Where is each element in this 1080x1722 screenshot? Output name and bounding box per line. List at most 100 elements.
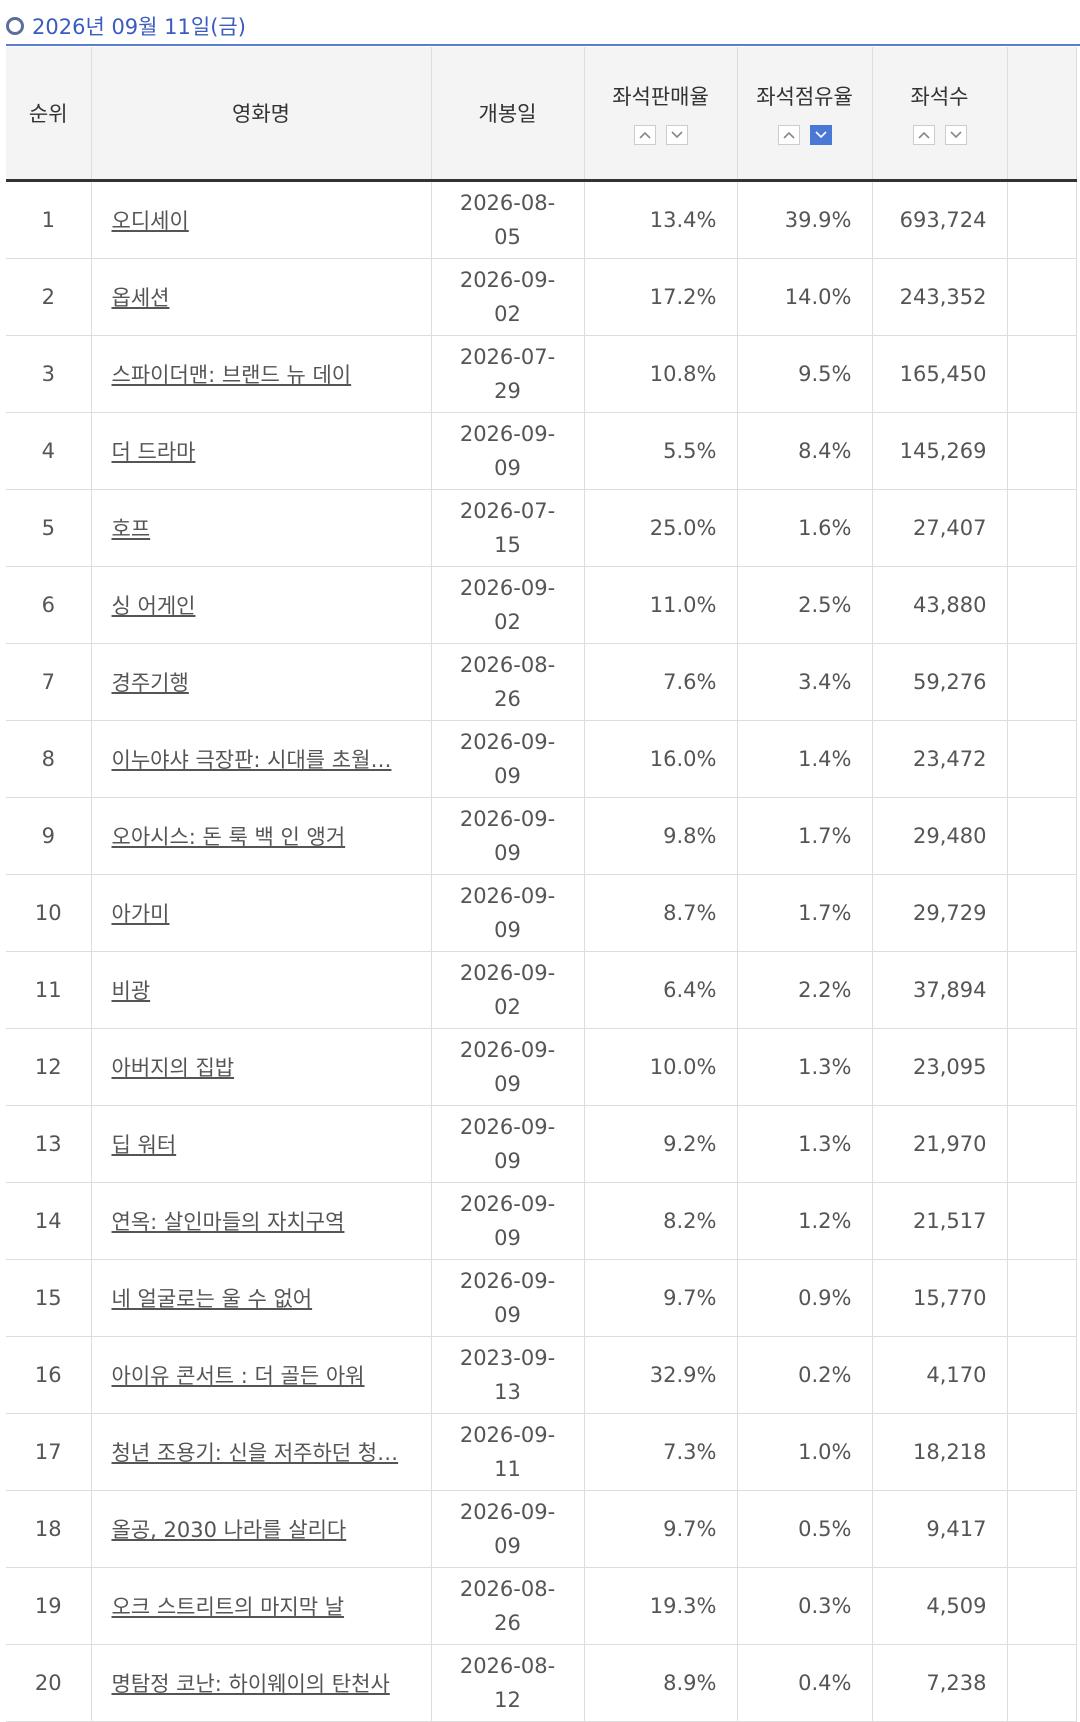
movie-link[interactable]: 오아시스: 돈 룩 백 인 앵거 [111, 825, 346, 849]
cell: 2026-07-29 [431, 335, 585, 413]
share-rate: 0.2% [737, 1336, 873, 1414]
table-row: 10 아가미 2026-09-09 8.7% 1.7% 29,729 [6, 874, 1077, 952]
sort-asc[interactable] [777, 125, 800, 145]
movie-link[interactable]: 오디세이 [111, 209, 189, 233]
share-rate: 9.5% [737, 335, 873, 413]
cell [1007, 874, 1077, 952]
movie-link[interactable]: 아이유 콘서트 : 더 골든 아워 [111, 1364, 365, 1388]
sales-rate: 11.0% [584, 566, 738, 644]
movie-link[interactable]: 옵세션 [111, 286, 170, 310]
table-row: 5 호프 2026-07-15 25.0% 1.6% 27,407 [6, 489, 1077, 567]
release-date: 2026-09-09 [459, 884, 556, 942]
sort-desc[interactable] [665, 125, 688, 145]
seat-count: 165,450 [872, 335, 1008, 413]
rank: 3 [6, 335, 92, 413]
share-rate: 39.9% [737, 180, 873, 259]
seat-count: 21,517 [872, 1182, 1008, 1260]
release-date: 2023-09-13 [459, 1346, 556, 1404]
release-date: 2026-09-11 [459, 1423, 556, 1481]
column-title: 좌석점유율 [756, 85, 853, 109]
movie-link[interactable]: 경주기행 [111, 671, 189, 695]
cell: 2026-09-02 [431, 951, 585, 1029]
movie-link[interactable]: 딥 워터 [111, 1133, 177, 1157]
sales-rate: 6.4% [584, 951, 738, 1029]
table-row: 19 오크 스트리트의 마지막 날 2026-08-26 19.3% 0.3% 4,509 [6, 1567, 1077, 1645]
sales-rate: 25.0% [584, 489, 738, 567]
cell [1007, 180, 1077, 259]
seat-count: 27,407 [872, 489, 1008, 567]
movie-link[interactable]: 이누야샤 극장판: 시대를 초월… [111, 748, 392, 772]
column-header: 영화명 [91, 47, 432, 182]
share-rate: 0.5% [737, 1490, 873, 1568]
cell: 청년 조용기: 신을 저주하던 청… [91, 1413, 432, 1491]
date-header: 2026년 09월 11일(금) [6, 8, 246, 44]
cell [1007, 1028, 1077, 1106]
rank: 15 [6, 1259, 92, 1337]
cell: 호프 [91, 489, 432, 567]
share-rate: 1.4% [737, 720, 873, 798]
movie-link[interactable]: 비광 [111, 979, 151, 1003]
rank: 14 [6, 1182, 92, 1260]
sales-rate: 8.9% [584, 1644, 738, 1722]
column-header: 좌석점유율 [737, 47, 873, 182]
movie-link[interactable]: 연옥: 살인마들의 자치구역 [111, 1210, 345, 1234]
cell: 오아시스: 돈 룩 백 인 앵거 [91, 797, 432, 875]
rank: 9 [6, 797, 92, 875]
table-row: 6 싱 어게인 2026-09-02 11.0% 2.5% 43,880 [6, 566, 1077, 644]
share-rate: 2.2% [737, 951, 873, 1029]
movie-link[interactable]: 오크 스트리트의 마지막 날 [111, 1595, 345, 1619]
cell: 2026-09-09 [431, 797, 585, 875]
sort-desc[interactable] [944, 125, 967, 145]
movie-link[interactable]: 더 드라마 [111, 440, 196, 464]
cell [1007, 412, 1077, 490]
share-rate: 8.4% [737, 412, 873, 490]
table-row: 8 이누야샤 극장판: 시대를 초월… 2026-09-09 16.0% 1.4% 23,… [6, 720, 1077, 798]
table-row: 11 비광 2026-09-02 6.4% 2.2% 37,894 [6, 951, 1077, 1029]
sales-rate: 32.9% [584, 1336, 738, 1414]
cell [1007, 1644, 1077, 1722]
rank: 5 [6, 489, 92, 567]
share-rate: 0.4% [737, 1644, 873, 1722]
movie-link[interactable]: 아가미 [111, 902, 170, 926]
movie-link[interactable]: 호프 [111, 517, 151, 541]
cell [1007, 1490, 1077, 1568]
sort-buttons [739, 125, 871, 145]
cell: 비광 [91, 951, 432, 1029]
rank: 4 [6, 412, 92, 490]
movie-link[interactable]: 올공, 2030 나라를 살리다 [111, 1518, 347, 1542]
table-row: 7 경주기행 2026-08-26 7.6% 3.4% 59,276 [6, 643, 1077, 721]
rank: 6 [6, 566, 92, 644]
rank: 16 [6, 1336, 92, 1414]
column-title: 좌석수 [910, 85, 969, 109]
table-row: 4 더 드라마 2026-09-09 5.5% 8.4% 145,269 [6, 412, 1077, 490]
movie-link[interactable]: 스파이더맨: 브랜드 뉴 데이 [111, 363, 352, 387]
sales-rate: 9.7% [584, 1490, 738, 1568]
movie-link[interactable]: 아버지의 집밥 [111, 1056, 235, 1080]
movie-link[interactable]: 싱 어게인 [111, 594, 196, 618]
sort-asc[interactable] [633, 125, 656, 145]
share-rate: 1.7% [737, 797, 873, 875]
rank: 10 [6, 874, 92, 952]
header-rule [6, 44, 1080, 46]
sort-asc[interactable] [912, 125, 935, 145]
sales-rate: 7.3% [584, 1413, 738, 1491]
cell: 2026-09-09 [431, 412, 585, 490]
movie-link[interactable]: 청년 조용기: 신을 저주하던 청… [111, 1441, 399, 1465]
cell [1007, 566, 1077, 644]
table-row: 17 청년 조용기: 신을 저주하던 청… 2026-09-11 7.3% 1.0% 18… [6, 1413, 1077, 1491]
column-title: 영화명 [232, 102, 290, 126]
release-date: 2026-09-09 [459, 807, 556, 865]
cell: 2026-07-15 [431, 489, 585, 567]
sales-rate: 5.5% [584, 412, 738, 490]
rank: 11 [6, 951, 92, 1029]
sales-rate: 17.2% [584, 258, 738, 336]
movie-link[interactable]: 네 얼굴로는 울 수 없어 [111, 1287, 313, 1311]
cell: 스파이더맨: 브랜드 뉴 데이 [91, 335, 432, 413]
movie-link[interactable]: 명탐정 코난: 하이웨이의 탄천사 [111, 1672, 390, 1696]
sales-rate: 10.0% [584, 1028, 738, 1106]
release-date: 2026-09-02 [459, 576, 556, 634]
seat-count: 9,417 [872, 1490, 1008, 1568]
cell: 2026-08-26 [431, 643, 585, 721]
sales-rate: 8.2% [584, 1182, 738, 1260]
sort-desc[interactable] [809, 125, 832, 145]
